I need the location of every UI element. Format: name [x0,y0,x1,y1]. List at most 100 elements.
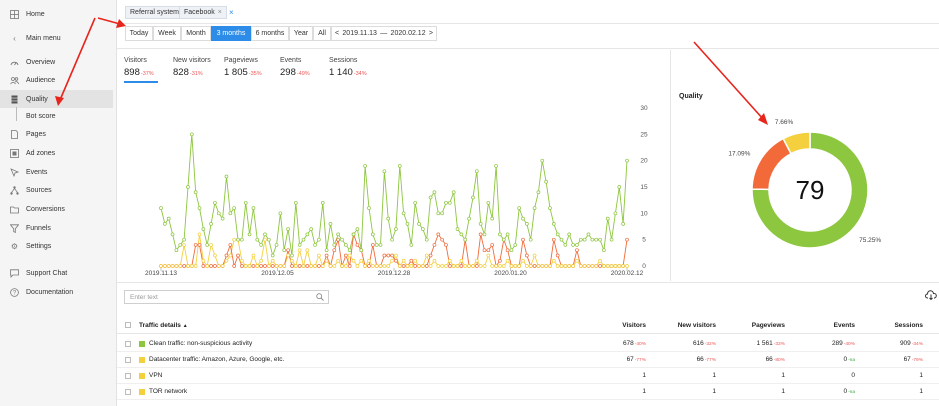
data-point[interactable] [205,264,210,268]
data-point[interactable] [521,237,525,242]
data-point[interactable] [451,190,456,195]
data-point[interactable] [571,264,575,268]
data-point[interactable] [505,258,510,263]
data-point[interactable] [224,253,229,258]
data-point[interactable] [201,258,206,263]
data-point[interactable] [436,211,441,216]
data-point[interactable] [432,258,437,263]
data-point[interactable] [532,206,537,210]
data-point[interactable] [351,232,356,237]
data-point[interactable] [274,243,279,247]
data-point[interactable] [559,237,564,242]
data-point[interactable] [471,264,475,268]
data-point[interactable] [282,248,287,253]
data-point[interactable] [201,227,206,231]
filter-crumb-facebook[interactable]: Facebook × [179,6,227,19]
data-point[interactable] [447,200,452,205]
data-point[interactable] [163,222,167,226]
data-point[interactable] [478,222,483,226]
data-point[interactable] [232,237,237,242]
data-point[interactable] [232,206,237,210]
data-point[interactable] [374,264,379,268]
data-point[interactable] [474,258,479,263]
data-point[interactable] [517,206,522,210]
data-point[interactable] [255,237,260,242]
metric-sessions[interactable]: Sessions 1 140-34% [329,57,367,78]
data-point[interactable] [259,243,263,247]
table-row[interactable]: TOR network 1 1 1 0-na 1 [117,385,939,400]
data-point[interactable] [409,258,414,263]
data-point[interactable] [474,169,479,174]
data-point[interactable] [332,243,337,247]
data-point[interactable] [444,200,448,205]
data-point[interactable] [432,243,437,247]
data-point[interactable] [394,253,398,258]
data-point[interactable] [309,264,314,268]
data-point[interactable] [494,164,498,168]
data-point[interactable] [505,248,510,253]
period-month-button[interactable]: Month [181,26,211,41]
data-point[interactable] [270,258,275,263]
data-point[interactable] [259,264,263,268]
data-point[interactable] [525,222,529,226]
row-checkbox[interactable] [125,389,131,395]
data-point[interactable] [467,216,471,221]
data-point[interactable] [459,258,464,263]
data-point[interactable] [559,264,564,268]
data-point[interactable] [498,232,502,237]
sidebar-item-overview[interactable]: Overview [0,53,113,71]
next-range-icon[interactable]: > [428,30,433,37]
data-point[interactable] [317,253,321,258]
row-checkbox[interactable] [125,373,131,379]
data-point[interactable] [575,243,579,247]
data-point[interactable] [290,264,294,268]
column-sessions[interactable]: Sessions [894,322,923,329]
data-point[interactable] [266,264,271,268]
data-point[interactable] [247,232,252,237]
data-point[interactable] [313,264,317,268]
sidebar-item-quality[interactable]: Quality [0,90,113,108]
data-point[interactable] [255,264,260,268]
data-point[interactable] [317,264,321,268]
data-point[interactable] [555,232,560,237]
data-point[interactable] [324,248,329,253]
row-checkbox[interactable] [125,357,131,363]
data-point[interactable] [193,190,198,195]
data-point[interactable] [594,264,599,268]
data-point[interactable] [347,248,352,253]
data-point[interactable] [313,243,317,247]
data-point[interactable] [490,243,495,247]
row-checkbox[interactable] [125,341,131,347]
column-pageviews[interactable]: Pageviews [751,322,785,329]
data-point[interactable] [409,264,414,268]
data-point[interactable] [236,237,240,242]
data-point[interactable] [297,264,302,268]
data-point[interactable] [278,264,283,268]
data-point[interactable] [243,264,248,268]
data-point[interactable] [551,258,556,263]
data-point[interactable] [367,264,371,268]
data-point[interactable] [555,264,560,268]
data-point[interactable] [594,237,599,242]
sidebar-item-events[interactable]: Events [0,163,113,181]
data-point[interactable] [263,264,267,268]
data-point[interactable] [159,264,163,268]
data-point[interactable] [413,258,418,263]
data-point[interactable] [436,264,441,268]
sidebar-item-settings[interactable]: ⚙ Settings [0,237,113,255]
data-point[interactable] [270,253,275,258]
data-point[interactable] [505,232,510,237]
data-point[interactable] [320,200,325,205]
data-point[interactable] [440,264,444,268]
data-point[interactable] [571,243,575,247]
data-point[interactable] [282,264,287,268]
data-point[interactable] [174,264,179,268]
data-point[interactable] [428,195,433,200]
data-point[interactable] [374,243,379,247]
data-point[interactable] [359,258,364,263]
data-point[interactable] [440,237,444,242]
data-point[interactable] [317,237,321,242]
data-point[interactable] [428,253,433,258]
data-point[interactable] [290,253,294,258]
data-point[interactable] [421,264,425,268]
